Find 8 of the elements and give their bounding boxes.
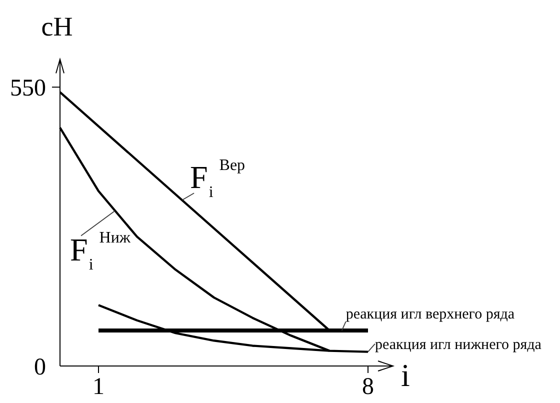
y-tick-label: 0	[34, 354, 46, 380]
x-tick-label: 8	[362, 374, 374, 400]
series-label: реакция игл нижнего ряда	[375, 336, 542, 353]
series-label: реакция игл верхнего ряда	[346, 306, 515, 323]
x-tick-label: 1	[92, 374, 104, 400]
y-axis-title: сН	[41, 11, 73, 42]
y-tick-label: 550	[10, 76, 46, 102]
x-axis-title: i	[401, 357, 410, 393]
